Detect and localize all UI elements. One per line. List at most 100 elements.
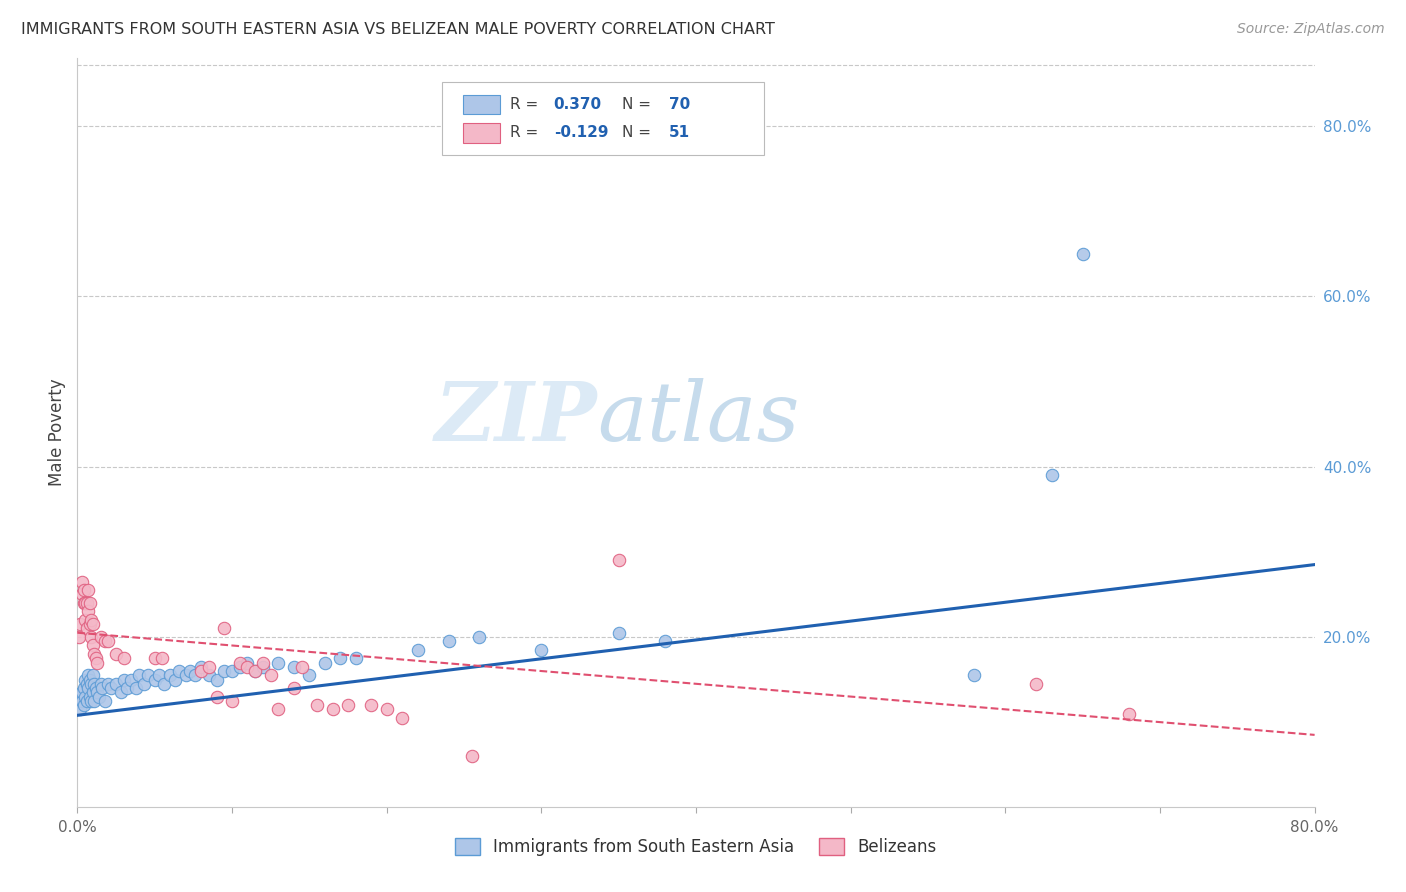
- Point: [105, 647, 127, 661]
- Point: [963, 668, 986, 682]
- Point: [83, 647, 105, 661]
- Point: [143, 651, 166, 665]
- Point: [205, 690, 228, 704]
- Point: [76, 596, 98, 610]
- Point: [198, 660, 221, 674]
- Point: [84, 681, 107, 695]
- Point: [530, 642, 553, 657]
- Point: [267, 656, 290, 670]
- Point: [322, 702, 344, 716]
- Point: [1118, 706, 1140, 721]
- Point: [86, 685, 108, 699]
- Point: [86, 656, 108, 670]
- Point: [75, 596, 96, 610]
- Point: [283, 660, 305, 674]
- Point: [344, 651, 367, 665]
- Point: [214, 622, 236, 636]
- Point: [360, 698, 382, 712]
- Point: [391, 711, 413, 725]
- Point: [84, 651, 107, 665]
- Point: [83, 677, 105, 691]
- Point: [72, 698, 94, 712]
- Point: [163, 673, 186, 687]
- Point: [337, 698, 360, 712]
- Point: [184, 668, 207, 682]
- Point: [82, 617, 104, 632]
- Point: [79, 617, 101, 632]
- Point: [260, 668, 283, 682]
- Point: [375, 702, 398, 716]
- Point: [97, 634, 120, 648]
- Point: [82, 639, 104, 653]
- Point: [79, 673, 101, 687]
- Point: [70, 685, 93, 699]
- Point: [105, 677, 127, 691]
- Point: [214, 664, 236, 678]
- Point: [77, 583, 100, 598]
- Point: [87, 690, 110, 704]
- Point: [76, 622, 98, 636]
- Point: [198, 668, 221, 682]
- Point: [80, 677, 103, 691]
- Point: [69, 702, 91, 716]
- Text: N =: N =: [621, 97, 655, 112]
- Point: [252, 660, 274, 674]
- Text: N =: N =: [621, 126, 655, 140]
- Text: R =: R =: [510, 97, 544, 112]
- Point: [121, 673, 143, 687]
- Point: [70, 574, 93, 589]
- Text: R =: R =: [510, 126, 544, 140]
- Point: [67, 630, 90, 644]
- Point: [80, 630, 103, 644]
- Point: [236, 656, 259, 670]
- Point: [82, 668, 104, 682]
- Point: [406, 642, 429, 657]
- Point: [80, 613, 103, 627]
- FancyBboxPatch shape: [464, 95, 501, 114]
- Point: [94, 694, 117, 708]
- Point: [314, 656, 336, 670]
- Point: [76, 694, 98, 708]
- Point: [169, 664, 191, 678]
- Point: [72, 596, 94, 610]
- Point: [72, 583, 94, 598]
- Point: [112, 651, 135, 665]
- Text: atlas: atlas: [598, 377, 800, 458]
- Point: [83, 694, 105, 708]
- Point: [283, 681, 305, 695]
- Point: [461, 749, 484, 764]
- Point: [79, 690, 101, 704]
- Point: [77, 681, 100, 695]
- Point: [329, 651, 352, 665]
- Point: [75, 613, 96, 627]
- Point: [298, 668, 321, 682]
- Point: [77, 604, 100, 618]
- Point: [125, 681, 148, 695]
- Point: [75, 673, 96, 687]
- Y-axis label: Male Poverty: Male Poverty: [48, 379, 66, 486]
- Point: [205, 673, 228, 687]
- Point: [97, 677, 120, 691]
- Point: [110, 685, 132, 699]
- Point: [245, 664, 267, 678]
- Point: [291, 660, 314, 674]
- Point: [179, 664, 201, 678]
- Text: IMMIGRANTS FROM SOUTH EASTERN ASIA VS BELIZEAN MALE POVERTY CORRELATION CHART: IMMIGRANTS FROM SOUTH EASTERN ASIA VS BE…: [21, 22, 775, 37]
- Point: [72, 681, 94, 695]
- Point: [228, 660, 252, 674]
- Point: [90, 630, 111, 644]
- Point: [152, 651, 174, 665]
- Point: [70, 587, 93, 601]
- Point: [132, 677, 155, 691]
- Text: ZIP: ZIP: [434, 377, 598, 458]
- Point: [654, 634, 676, 648]
- Point: [70, 694, 93, 708]
- Point: [228, 656, 252, 670]
- Point: [148, 668, 170, 682]
- Point: [128, 668, 150, 682]
- Point: [1040, 468, 1063, 483]
- Point: [267, 702, 290, 716]
- Point: [221, 664, 243, 678]
- Point: [115, 681, 138, 695]
- Point: [245, 664, 267, 678]
